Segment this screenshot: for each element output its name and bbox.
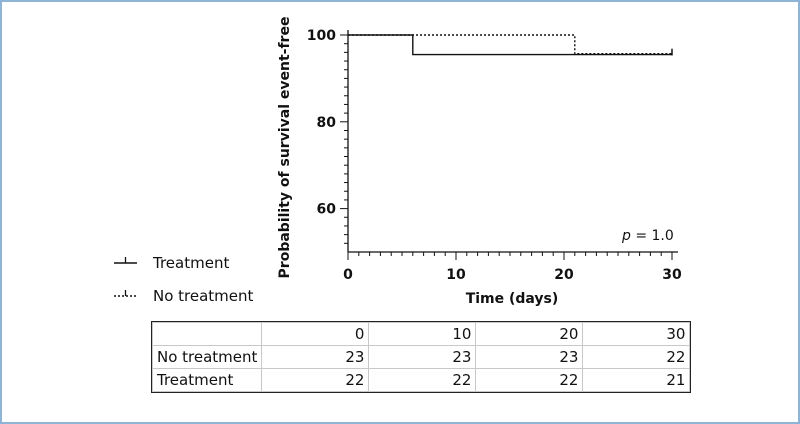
p-value-text: p = 1.0 — [621, 228, 674, 244]
y-tick-label: 100 — [307, 28, 336, 44]
p-value-annotation: p = 1.0 — [621, 228, 674, 244]
risk-value-cell: 23 — [368, 345, 477, 369]
y-axis-label: Probability of survival event-free — [277, 17, 293, 279]
risk-value-cell: 21 — [582, 368, 691, 392]
risk-corner-cell — [151, 322, 263, 346]
series-line-no-treatment — [348, 34, 672, 55]
risk-time-cell: 0 — [261, 322, 370, 346]
axes: 60 80 100 0 10 20 30 — [307, 28, 682, 283]
risk-row-label: No treatment — [151, 345, 263, 369]
legend-item-no-treatment: No treatment — [114, 287, 254, 305]
risk-value-cell: 23 — [261, 345, 370, 369]
risk-time-cell: 30 — [582, 322, 691, 346]
risk-value-cell: 22 — [368, 368, 477, 392]
x-tick-label: 20 — [554, 267, 574, 283]
x-tick-label: 0 — [343, 267, 353, 283]
x-tick-label: 30 — [662, 267, 682, 283]
risk-row-no-treatment: No treatment 23 23 23 22 — [151, 345, 691, 369]
x-tick-label: 10 — [446, 267, 466, 283]
risk-time-cell: 10 — [368, 322, 477, 346]
x-axis-label: Time (days) — [466, 291, 559, 307]
risk-time-cell: 20 — [475, 322, 584, 346]
legend-label: Treatment — [152, 254, 229, 272]
risk-value-cell: 22 — [475, 368, 584, 392]
legend-item-treatment: Treatment — [114, 254, 229, 272]
y-tick-label: 80 — [317, 115, 337, 131]
series-lines — [348, 34, 673, 56]
legend-label: No treatment — [153, 287, 254, 305]
legend: Treatment No treatment — [114, 254, 254, 305]
risk-value-cell: 23 — [475, 345, 584, 369]
y-axis-title: Probability of survival event-free — [277, 17, 293, 279]
number-at-risk-table: 0 10 20 30 No treatment 23 23 23 22 Trea… — [150, 321, 692, 393]
risk-row-label: Treatment — [151, 368, 263, 392]
risk-value-cell: 22 — [261, 368, 370, 392]
series-line-treatment — [348, 34, 672, 56]
risk-header-row: 0 10 20 30 — [151, 322, 691, 346]
y-tick-label: 60 — [317, 202, 337, 218]
risk-value-cell: 22 — [582, 345, 691, 369]
risk-row-treatment: Treatment 22 22 22 21 — [151, 368, 691, 392]
